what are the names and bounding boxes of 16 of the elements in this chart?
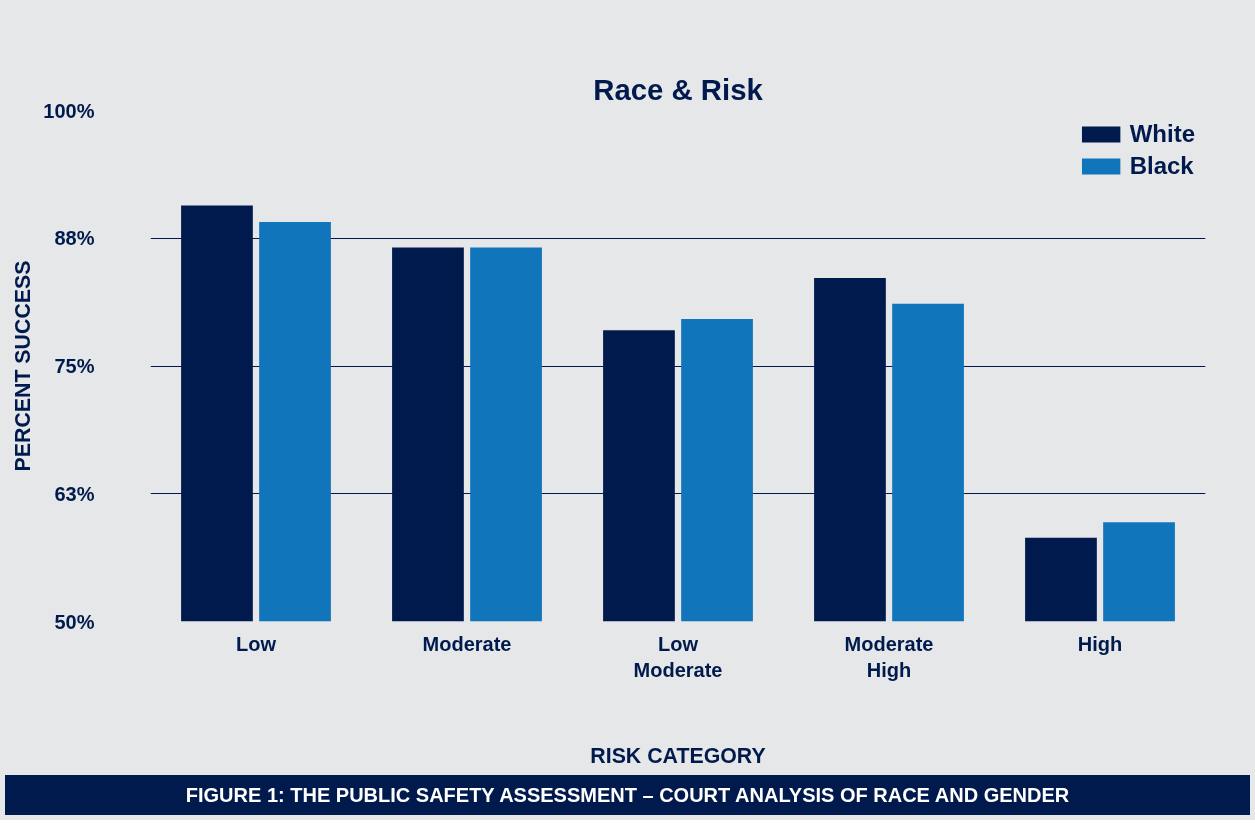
y-tick-label: 75% <box>54 355 95 377</box>
legend-label: Black <box>1129 152 1194 180</box>
x-tick-label: Moderate <box>422 632 512 655</box>
x-tick-label: Low Moderate <box>633 632 723 681</box>
x-axis-title: RISK CATEGORY <box>590 743 766 768</box>
legend-label: White <box>1129 120 1195 148</box>
x-tick-label: High <box>1077 632 1123 655</box>
x-tick-label: Moderate High <box>844 632 934 681</box>
y-tick-label: 50% <box>54 610 95 633</box>
caption: FIGURE 1: THE PUBLIC SAFETY ASSESSMENT – COURT ANALYSIS OF RACE AND GENDER <box>185 783 1070 808</box>
y-axis-title: PERCENT SUCCESS <box>11 260 36 472</box>
y-tick-label: 88% <box>54 227 95 250</box>
x-tick-label: Low <box>236 632 277 655</box>
y-tick-label: 100% <box>43 99 95 122</box>
y-tick-label: 63% <box>54 482 95 505</box>
chart-title: Race & Risk <box>593 72 764 106</box>
